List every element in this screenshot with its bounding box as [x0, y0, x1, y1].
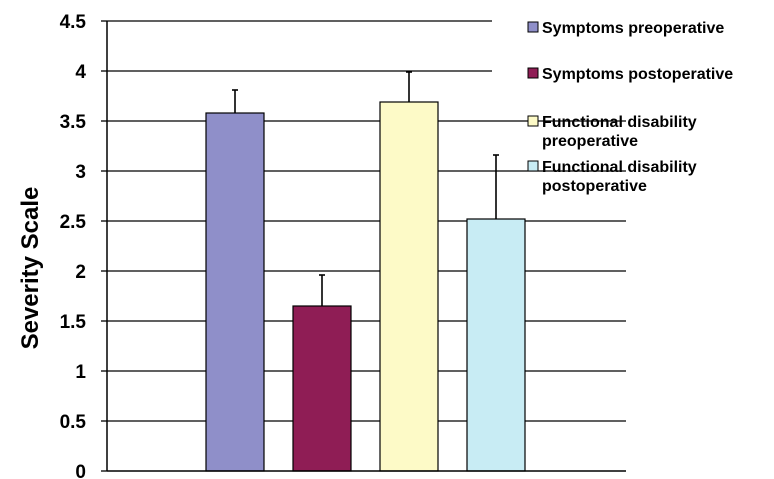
legend-label: Symptoms preoperative	[542, 20, 724, 37]
legend-item: Functional disability postoperative	[527, 159, 697, 195]
bar	[205, 112, 265, 472]
legend-label: Functional disability preoperative	[542, 114, 697, 150]
y-tick-label: 3	[75, 162, 86, 183]
bar	[379, 101, 439, 472]
legend-swatch	[527, 115, 539, 127]
y-tick-label: 0	[75, 462, 86, 479]
bars	[205, 101, 526, 472]
error-bars	[232, 71, 499, 306]
y-axis-tick-labels: 0 0.5 1 1.5 2 2.5 3 3.5 4 4.5	[60, 12, 87, 479]
bar	[292, 305, 352, 472]
legend-item: Functional disability preoperative	[527, 114, 697, 150]
y-axis-label: Severity Scale	[17, 187, 44, 350]
y-tick-label: 0.5	[60, 412, 87, 433]
y-tick-label: 4	[75, 62, 86, 83]
legend-label: Symptoms postoperative	[542, 66, 733, 83]
legend-item: Symptoms preoperative	[527, 20, 724, 37]
y-tick-label: 1.5	[60, 312, 87, 333]
legend-swatch	[527, 67, 539, 79]
y-tick-label: 2.5	[60, 212, 87, 233]
y-tick-label: 4.5	[60, 12, 87, 33]
legend-label: Functional disability postoperative	[542, 159, 697, 195]
bar	[466, 218, 526, 472]
legend-swatch	[527, 160, 539, 172]
y-tick-label: 3.5	[60, 112, 87, 133]
y-tick-label: 1	[75, 362, 86, 383]
legend-swatch	[527, 21, 539, 33]
axes	[101, 20, 626, 472]
legend: Symptoms preoperative Symptoms postoperat…	[527, 20, 733, 195]
y-tick-label: 2	[75, 262, 86, 283]
legend-item: Symptoms postoperative	[527, 66, 733, 83]
gridlines	[107, 20, 626, 422]
